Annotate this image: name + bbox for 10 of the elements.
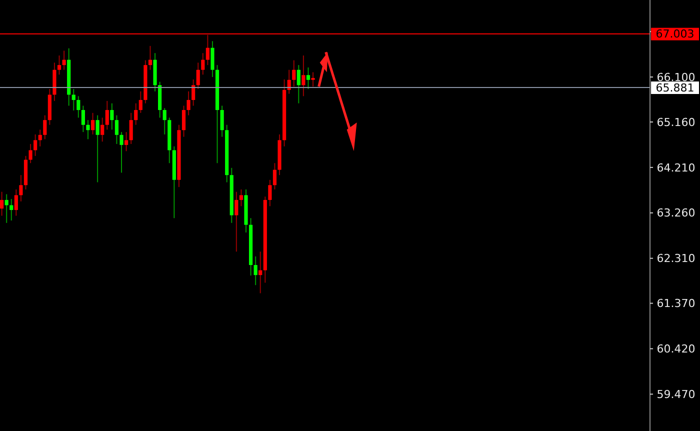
y-tick-label: 61.370 [656, 297, 696, 310]
y-tick-label: 64.210 [656, 161, 696, 174]
y-tick-label: 63.260 [656, 206, 696, 220]
y-tick-label: 66.100 [656, 70, 696, 84]
y-tick-label: 62.310 [656, 252, 696, 266]
ref-line-label: 65.881 [656, 81, 694, 94]
y-tick-label: 60.420 [656, 342, 696, 356]
y-tick-label: 59.470 [656, 388, 696, 402]
y-tick-label: 65.160 [656, 116, 696, 129]
ref-line-label: 67.003 [656, 28, 694, 41]
